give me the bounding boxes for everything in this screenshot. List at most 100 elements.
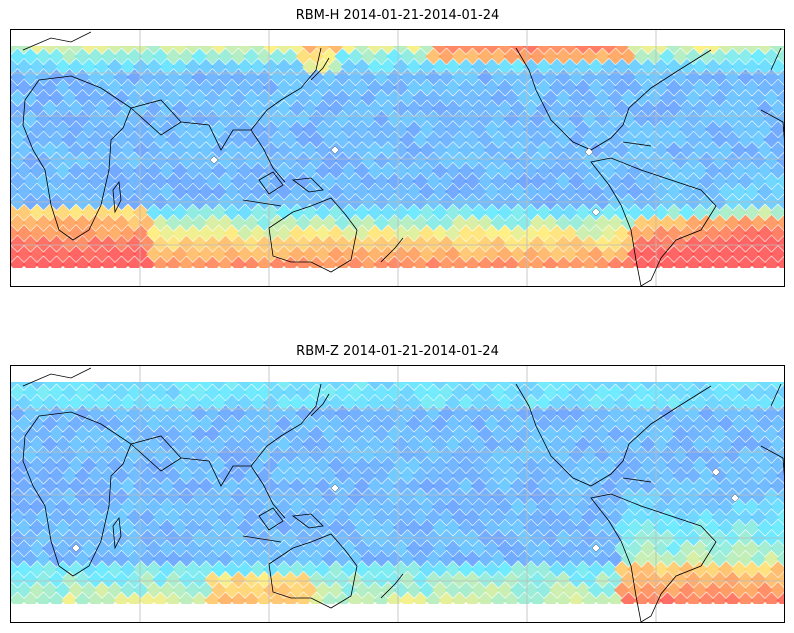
data-cell (646, 214, 663, 231)
data-cell (74, 571, 91, 588)
data-cell (711, 405, 728, 422)
data-cell (483, 415, 501, 432)
data-cell (249, 436, 267, 453)
data-cell (360, 131, 377, 148)
data-cell (145, 519, 163, 536)
data-cell (633, 592, 650, 609)
data-cell (444, 561, 462, 578)
data-cell (529, 509, 546, 526)
data-cell (477, 256, 494, 273)
data-cell (769, 477, 784, 495)
data-cell (61, 509, 78, 526)
data-cell (548, 561, 566, 578)
data-cell (210, 225, 228, 242)
data-cell (535, 498, 553, 515)
data-cell (399, 235, 416, 252)
data-cell (730, 415, 748, 432)
data-cell (594, 446, 611, 463)
data-cell (113, 592, 130, 609)
data-cell (594, 110, 611, 127)
data-cell (743, 415, 761, 432)
coastline (258, 171, 284, 195)
data-cell (126, 488, 143, 505)
data-cell (373, 48, 390, 65)
data-cell (763, 384, 780, 401)
data-cell (756, 561, 774, 578)
data-cell (204, 214, 221, 231)
data-cell (490, 48, 507, 65)
data-cell (659, 425, 676, 443)
data-cell (542, 214, 559, 231)
data-cell (184, 498, 202, 515)
data-cell (594, 405, 611, 422)
data-cell (100, 110, 117, 127)
data-cell (457, 498, 475, 515)
data-cell (392, 58, 410, 75)
data-cell (750, 405, 767, 422)
data-cell (600, 436, 618, 453)
data-cell (347, 235, 364, 252)
data-cell (665, 436, 683, 453)
data-cell (360, 446, 377, 463)
data-cell (477, 152, 494, 169)
data-cell (275, 79, 293, 96)
data-cell (581, 509, 598, 526)
data-cell (444, 183, 462, 200)
data-cell (243, 571, 260, 588)
data-cell (711, 509, 728, 526)
data-cell (581, 488, 598, 505)
data-cell (87, 425, 104, 443)
data-cell (87, 384, 104, 401)
data-cell (522, 415, 540, 432)
data-cell (438, 110, 455, 127)
data-cell (223, 79, 241, 96)
data-cell (535, 79, 553, 96)
data-cell (360, 152, 377, 169)
data-cell (48, 152, 65, 169)
data-cell (314, 457, 332, 474)
data-cell (243, 152, 260, 169)
data-cell (724, 214, 741, 231)
data-cell (191, 550, 208, 567)
data-cell (67, 457, 85, 474)
data-cell (67, 477, 85, 495)
data-cell (704, 100, 722, 117)
data-cell (652, 245, 670, 263)
data-cell (100, 550, 117, 567)
data-cell (256, 256, 273, 273)
data-cell (594, 467, 611, 484)
data-cell (269, 571, 286, 588)
data-cell (457, 100, 475, 117)
data-cell (48, 384, 65, 401)
data-cell (158, 519, 176, 536)
data-cell (425, 467, 442, 484)
data-cell (451, 488, 468, 505)
data-cell (639, 581, 657, 599)
data-cell (41, 58, 59, 75)
data-cell (412, 48, 429, 65)
data-cell (568, 110, 585, 127)
data-cell (223, 415, 241, 432)
data-cell (314, 477, 332, 495)
data-cell (516, 592, 533, 609)
data-cell (652, 183, 670, 200)
data-cell (756, 498, 774, 515)
data-cell (132, 225, 150, 242)
data-cell (555, 235, 572, 252)
data-cell (483, 141, 501, 159)
data-cell (301, 204, 319, 221)
data-cell (145, 245, 163, 263)
data-cell (457, 477, 475, 495)
data-cell (360, 48, 377, 65)
data-cell (288, 540, 306, 557)
data-cell (639, 58, 657, 75)
data-cell (464, 592, 481, 609)
data-cell (301, 121, 319, 138)
data-cell (542, 467, 559, 484)
data-cell (178, 131, 195, 148)
data-cell (184, 204, 202, 221)
data-cell (11, 162, 20, 179)
data-cell (672, 214, 689, 231)
data-cell (275, 183, 293, 200)
data-cell (496, 498, 514, 515)
